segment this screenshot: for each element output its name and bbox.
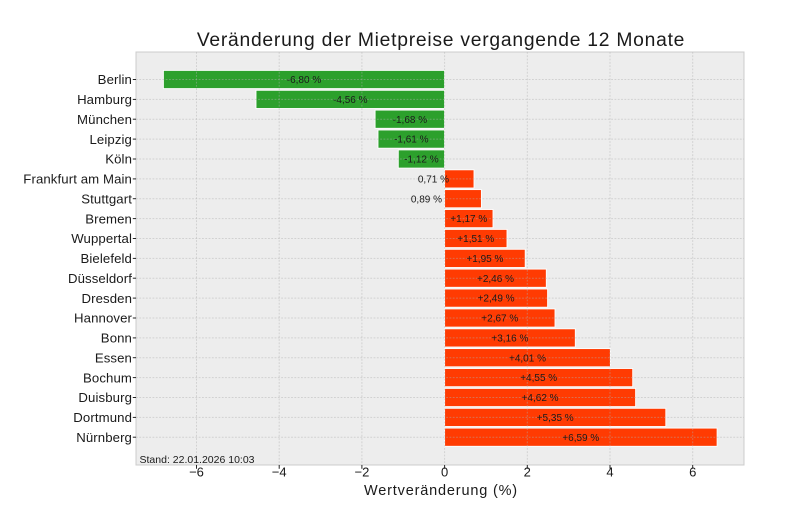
svg-text:Leipzig: Leipzig (90, 132, 133, 147)
svg-text:-6,80 %: -6,80 % (287, 75, 322, 86)
svg-text:Nürnberg: Nürnberg (76, 430, 132, 445)
svg-text:+1,17 %: +1,17 % (450, 214, 487, 225)
svg-text:-1,68 %: -1,68 % (393, 115, 428, 126)
svg-text:-1,61 %: -1,61 % (394, 135, 429, 146)
svg-text:0: 0 (441, 465, 448, 480)
svg-text:4: 4 (606, 465, 613, 480)
svg-text:+4,01 %: +4,01 % (509, 353, 546, 364)
svg-text:Düsseldorf: Düsseldorf (68, 271, 132, 286)
svg-text:0,71 %: 0,71 % (418, 175, 449, 186)
svg-text:+6,59 %: +6,59 % (562, 433, 599, 444)
svg-text:Bonn: Bonn (101, 331, 132, 346)
svg-text:Veränderung der Mietpreise ver: Veränderung der Mietpreise vergangende 1… (197, 30, 685, 51)
svg-text:Stand: 22.01.2026 10:03: Stand: 22.01.2026 10:03 (140, 454, 255, 466)
svg-text:Wertveränderung (%): Wertveränderung (%) (364, 483, 518, 499)
svg-text:+4,62 %: +4,62 % (522, 393, 559, 404)
svg-text:Hamburg: Hamburg (77, 92, 132, 107)
svg-text:+3,16 %: +3,16 % (491, 334, 528, 345)
svg-text:+1,51 %: +1,51 % (457, 234, 494, 245)
svg-text:Wuppertal: Wuppertal (71, 231, 132, 246)
svg-text:−6: −6 (189, 465, 204, 480)
svg-text:Bochum: Bochum (83, 370, 132, 385)
svg-text:0,89 %: 0,89 % (411, 194, 442, 205)
svg-text:Bremen: Bremen (85, 211, 132, 226)
svg-text:2: 2 (524, 465, 531, 480)
svg-text:−2: −2 (354, 465, 369, 480)
svg-text:München: München (77, 112, 132, 127)
svg-text:6: 6 (689, 465, 696, 480)
svg-text:Hannover: Hannover (74, 311, 132, 326)
svg-text:Frankfurt am Main: Frankfurt am Main (23, 172, 132, 187)
svg-text:Dortmund: Dortmund (73, 410, 132, 425)
svg-text:+2,46 %: +2,46 % (477, 274, 514, 285)
svg-text:Essen: Essen (95, 350, 132, 365)
svg-text:-4,56 %: -4,56 % (333, 95, 368, 106)
svg-text:Bielefeld: Bielefeld (81, 251, 133, 266)
svg-text:Köln: Köln (105, 152, 132, 167)
svg-text:+2,49 %: +2,49 % (478, 294, 515, 305)
svg-text:Berlin: Berlin (98, 72, 132, 87)
svg-text:Stuttgart: Stuttgart (81, 191, 132, 206)
svg-text:Duisburg: Duisburg (78, 390, 132, 405)
svg-text:+4,55 %: +4,55 % (520, 373, 557, 384)
svg-text:+1,95 %: +1,95 % (466, 254, 503, 265)
svg-text:Dresden: Dresden (81, 291, 132, 306)
svg-text:-1,12 %: -1,12 % (404, 155, 439, 166)
svg-text:+5,35 %: +5,35 % (537, 413, 574, 424)
svg-text:+2,67 %: +2,67 % (481, 314, 518, 325)
svg-text:−4: −4 (272, 465, 287, 480)
